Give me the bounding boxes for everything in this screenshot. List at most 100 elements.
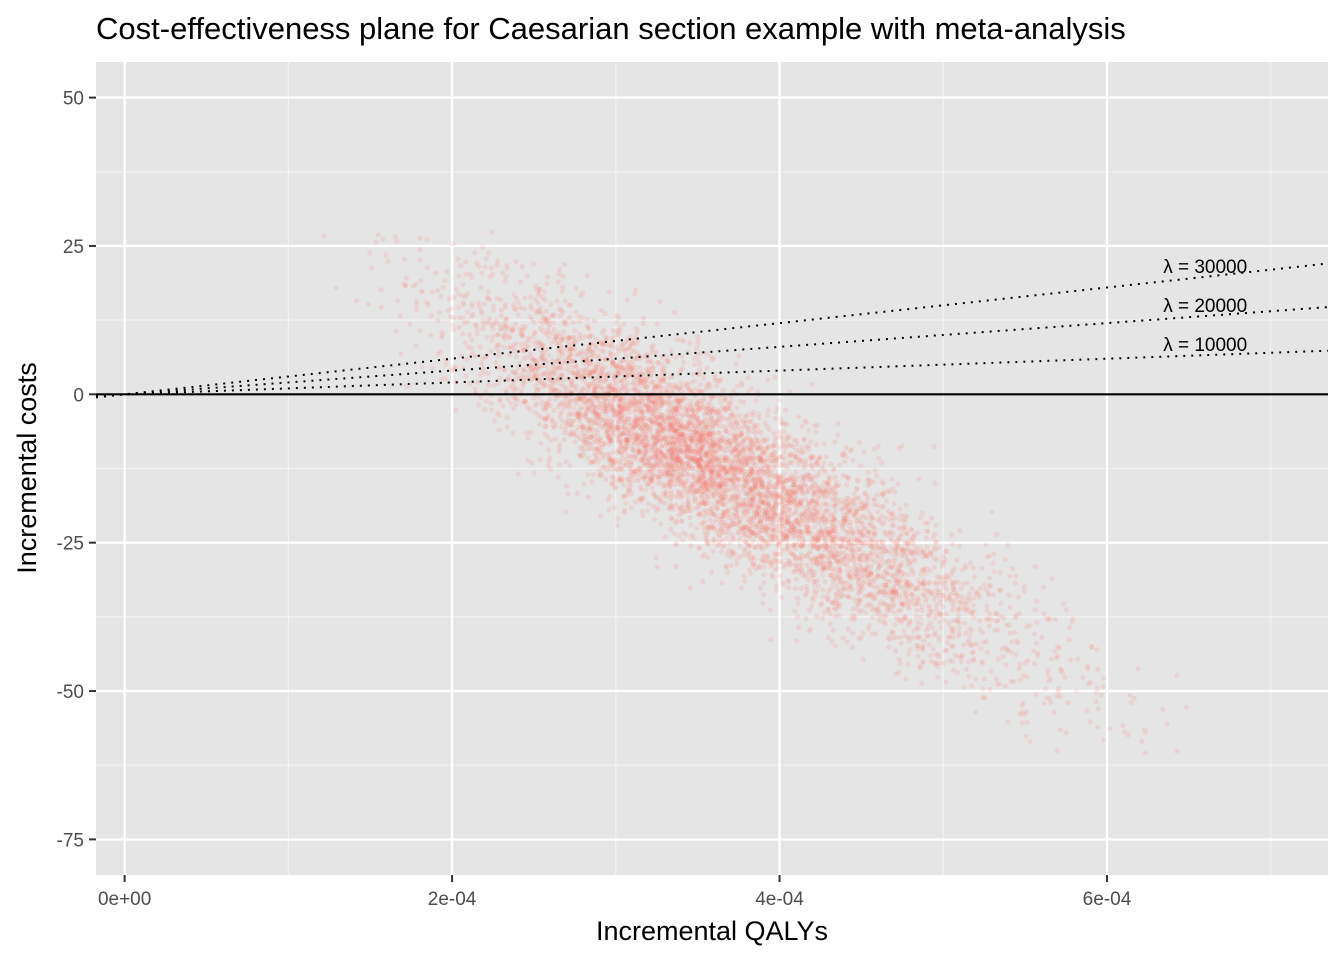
data-point (497, 325, 504, 331)
data-point (780, 420, 786, 426)
data-point (737, 467, 743, 473)
data-point (768, 636, 774, 643)
data-point (1054, 693, 1060, 699)
data-point (537, 341, 543, 347)
data-point (958, 604, 964, 611)
data-point (827, 529, 833, 535)
data-point (640, 475, 646, 481)
data-point (640, 409, 646, 415)
data-point (665, 470, 671, 476)
data-point (635, 475, 641, 481)
data-point (869, 556, 875, 563)
data-point (738, 516, 744, 523)
data-point (813, 429, 819, 435)
data-point (522, 398, 528, 404)
data-point (763, 525, 769, 531)
data-point (646, 426, 652, 432)
data-point (476, 263, 482, 270)
data-point (1020, 700, 1027, 706)
data-point (964, 666, 970, 672)
data-point (756, 508, 762, 514)
data-point (768, 563, 774, 569)
data-point (696, 458, 702, 465)
data-point (492, 418, 498, 424)
data-point (844, 503, 851, 509)
data-point (928, 658, 934, 664)
data-point (937, 619, 943, 625)
data-point (712, 444, 718, 450)
data-point (529, 306, 535, 312)
data-point (605, 402, 611, 408)
data-point (699, 441, 705, 447)
data-point (729, 497, 736, 503)
data-point (562, 261, 568, 268)
data-point (1049, 576, 1055, 582)
data-point (761, 580, 767, 586)
data-point (799, 445, 805, 451)
data-point (627, 402, 634, 408)
data-point (1053, 655, 1059, 661)
data-point (820, 560, 826, 567)
data-point (747, 472, 753, 478)
data-point (780, 443, 786, 449)
data-point (821, 565, 828, 571)
data-point (871, 479, 877, 485)
data-point (772, 504, 778, 511)
data-point (1054, 748, 1060, 754)
data-point (585, 494, 592, 500)
data-point (778, 594, 785, 600)
data-point (611, 429, 617, 435)
data-point (515, 312, 522, 318)
data-point (871, 578, 877, 584)
data-point (538, 440, 544, 446)
data-point (529, 367, 535, 373)
data-point (740, 497, 747, 503)
data-point (639, 438, 645, 444)
data-point (1094, 685, 1101, 692)
data-point (700, 489, 706, 495)
data-point (809, 603, 815, 609)
data-point (502, 304, 508, 310)
data-point (566, 302, 572, 308)
data-point (755, 446, 762, 452)
data-point (924, 544, 930, 550)
data-point (765, 443, 771, 450)
data-point (614, 522, 621, 528)
data-point (569, 379, 575, 385)
data-point (528, 430, 534, 436)
data-point (956, 625, 962, 631)
data-point (546, 415, 552, 421)
data-point (605, 429, 611, 435)
data-point (953, 590, 959, 596)
data-point (854, 485, 860, 491)
data-point (728, 463, 734, 470)
data-point (674, 418, 680, 424)
data-point (743, 539, 749, 545)
data-point (698, 480, 705, 486)
data-point (790, 488, 796, 494)
data-point (758, 430, 764, 436)
data-point (716, 461, 722, 468)
data-point (977, 618, 983, 624)
data-point (497, 375, 503, 381)
data-point (561, 321, 567, 327)
data-point (519, 263, 525, 269)
data-point (483, 353, 490, 359)
data-point (988, 582, 994, 589)
data-point (609, 430, 615, 436)
data-point (675, 436, 681, 442)
data-point (542, 297, 548, 303)
data-point (819, 615, 825, 621)
data-point (728, 413, 734, 419)
data-point (380, 236, 386, 242)
data-point (556, 349, 562, 355)
data-point (984, 649, 991, 655)
data-point (714, 382, 720, 388)
data-point (689, 532, 696, 538)
data-point (773, 493, 779, 499)
data-point (832, 605, 838, 611)
data-point (662, 426, 668, 432)
data-point (800, 490, 807, 496)
data-point (815, 493, 821, 499)
data-point (933, 522, 939, 528)
